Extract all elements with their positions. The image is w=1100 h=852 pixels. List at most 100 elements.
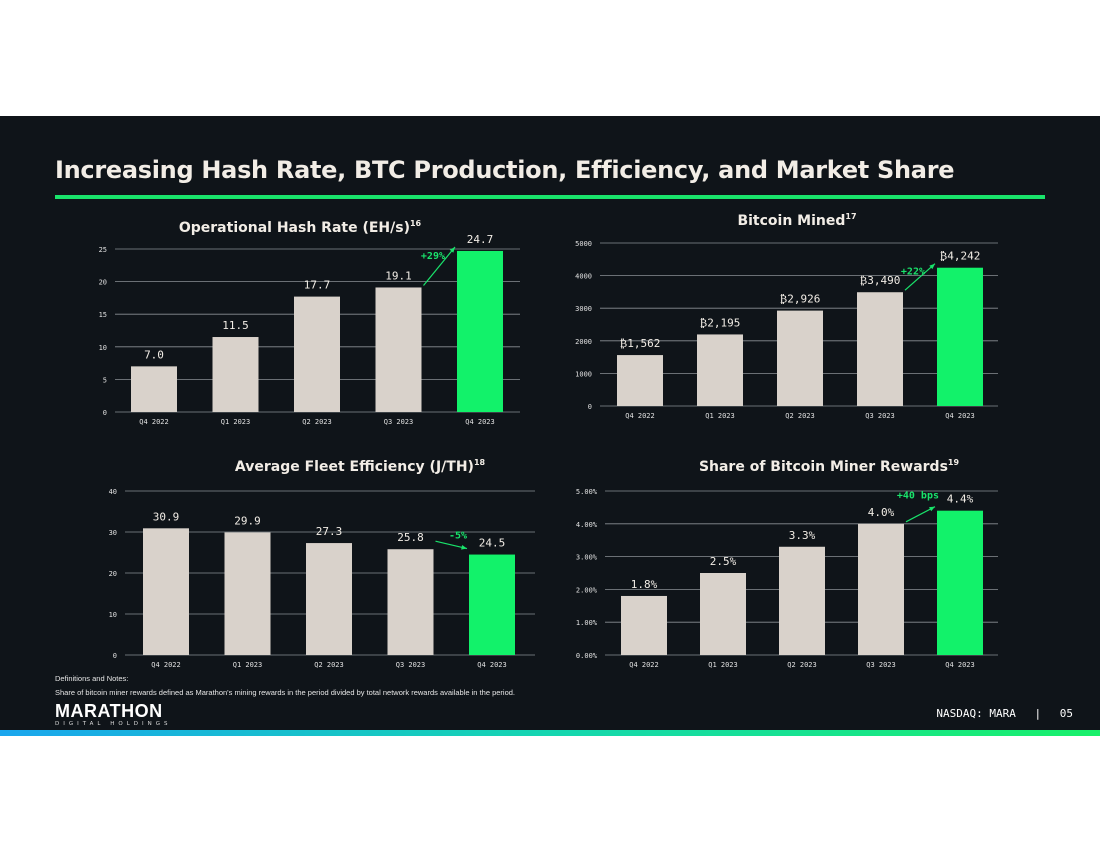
x-tick-label: Q4 2023 <box>945 412 975 420</box>
chart-title-footnote: 18 <box>474 458 486 467</box>
data-label: ₿2,926 <box>780 293 821 306</box>
logo-sub: DIGITAL HOLDINGS <box>55 721 172 727</box>
bar <box>143 528 189 655</box>
x-tick-label: Q4 2022 <box>625 412 655 420</box>
y-tick-label: 30 <box>109 529 117 537</box>
x-tick-label: Q3 2023 <box>866 661 896 669</box>
bottom-gradient-bar <box>0 730 1100 736</box>
y-tick-label: 4000 <box>575 273 592 281</box>
x-tick-label: Q3 2023 <box>865 412 895 420</box>
x-tick-label: Q4 2023 <box>477 661 507 669</box>
y-tick-label: 4.00% <box>576 521 598 529</box>
y-tick-label: 3.00% <box>576 554 598 562</box>
logo-main: MARATHON <box>55 701 163 721</box>
bar <box>621 595 667 655</box>
footer-separator: | <box>1034 707 1042 720</box>
growth-annotation: +22% <box>901 267 925 278</box>
chart-title-footnote: 19 <box>948 458 960 467</box>
bar <box>857 292 903 406</box>
chart-title-footnote: 17 <box>845 212 856 221</box>
data-label: 27.3 <box>316 525 343 538</box>
x-tick-label: Q1 2023 <box>708 661 738 669</box>
bar <box>700 573 746 655</box>
chart-title: Operational Hash Rate (EH/s)16 <box>179 219 422 236</box>
y-tick-label: 10 <box>109 611 117 619</box>
company-logo: MARATHON DIGITAL HOLDINGS <box>55 701 172 728</box>
data-label: 1.8% <box>631 578 658 591</box>
x-tick-label: Q2 2023 <box>787 661 817 669</box>
data-label: 7.0 <box>144 348 164 361</box>
data-label: 29.9 <box>234 514 261 527</box>
notes-heading: Definitions and Notes: <box>55 674 129 683</box>
data-label: 25.8 <box>397 531 424 544</box>
y-tick-label: 25 <box>99 246 107 254</box>
bar <box>617 355 663 406</box>
bar <box>937 510 983 655</box>
bar <box>224 532 271 655</box>
growth-annotation: +40 bps <box>897 491 939 502</box>
bar <box>375 287 422 412</box>
growth-arrow <box>423 246 456 286</box>
data-label: 24.5 <box>479 537 506 550</box>
growth-annotation: +29% <box>421 251 445 262</box>
x-tick-label: Q1 2023 <box>705 412 735 420</box>
data-label: ₿4,242 <box>940 250 981 263</box>
y-tick-label: 20 <box>109 570 117 578</box>
title-underline <box>55 195 1045 199</box>
y-tick-label: 10 <box>99 344 107 352</box>
arrow-head-icon <box>461 545 467 550</box>
bar <box>294 296 340 412</box>
chart-title-footnote: 16 <box>410 219 422 228</box>
x-tick-label: Q4 2022 <box>151 661 181 669</box>
x-tick-label: Q4 2022 <box>629 661 659 669</box>
x-tick-label: Q4 2023 <box>465 418 495 426</box>
bar <box>697 334 743 406</box>
bar <box>306 543 352 655</box>
x-tick-label: Q1 2023 <box>221 418 251 426</box>
growth-annotation: -5% <box>449 531 467 542</box>
data-label: 4.0% <box>868 506 895 519</box>
y-tick-label: 0 <box>113 652 117 660</box>
y-tick-label: 15 <box>99 311 107 319</box>
chart-title: Share of Bitcoin Miner Rewards19 <box>699 458 960 475</box>
y-tick-label: 0 <box>103 409 107 417</box>
page-number: 05 <box>1059 707 1073 720</box>
growth-arrow <box>904 263 936 291</box>
y-tick-label: 1.00% <box>576 619 598 627</box>
x-tick-label: Q3 2023 <box>384 418 414 426</box>
bar <box>457 250 503 412</box>
bar <box>937 267 983 406</box>
data-label: 19.1 <box>385 269 412 282</box>
bar <box>858 523 904 655</box>
y-tick-label: 2000 <box>575 338 592 346</box>
y-tick-label: 20 <box>99 279 107 287</box>
arrow-head-icon <box>929 506 935 512</box>
x-tick-label: Q3 2023 <box>396 661 426 669</box>
y-tick-label: 0.00% <box>576 652 598 660</box>
x-tick-label: Q2 2023 <box>785 412 815 420</box>
bar <box>131 366 177 412</box>
data-label: 4.4% <box>947 493 974 506</box>
data-label: 3.3% <box>789 529 816 542</box>
data-label: 24.7 <box>467 233 494 246</box>
x-tick-label: Q4 2022 <box>139 418 169 426</box>
x-tick-label: Q1 2023 <box>233 661 263 669</box>
y-tick-label: 0 <box>588 403 592 411</box>
bar <box>469 554 515 655</box>
data-label: 17.7 <box>304 279 331 292</box>
data-label: ₿2,195 <box>700 316 741 329</box>
data-label: 30.9 <box>153 510 180 523</box>
y-tick-label: 2.00% <box>576 586 598 594</box>
y-tick-label: 40 <box>109 488 117 496</box>
footer: NASDAQ: MARA | 05 <box>936 707 1073 720</box>
arrow-head-icon <box>449 246 455 253</box>
x-tick-label: Q2 2023 <box>314 661 344 669</box>
arrow-head-icon <box>929 263 935 270</box>
chart-title: Bitcoin Mined17 <box>737 212 856 229</box>
y-tick-label: 5 <box>103 376 107 384</box>
data-label: 2.5% <box>710 555 737 568</box>
y-tick-label: 5.00% <box>576 488 598 496</box>
y-tick-label: 1000 <box>575 370 592 378</box>
bar <box>387 549 434 655</box>
